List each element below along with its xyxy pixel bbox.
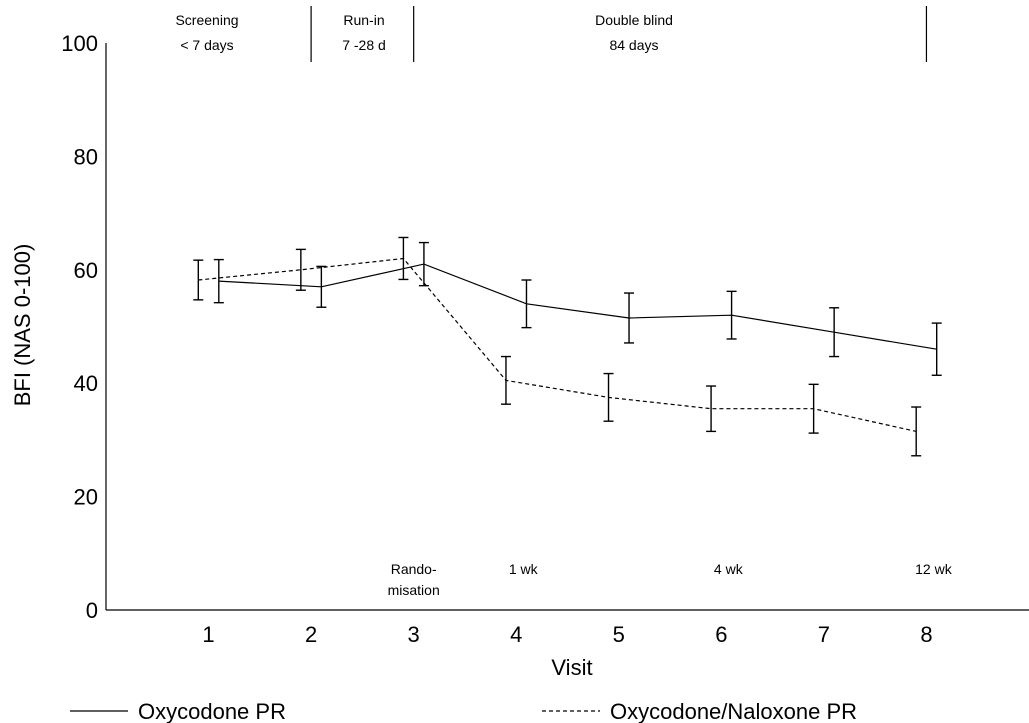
- error-bar: [931, 322, 942, 376]
- phase-duration: 84 days: [609, 37, 658, 53]
- y-tick-label: 0: [86, 598, 98, 623]
- visit-note: Rando-: [391, 561, 437, 577]
- legend: Oxycodone PR Oxycodone/Naloxone PR: [70, 699, 857, 723]
- error-bar: [808, 383, 819, 434]
- visit-note: 1 wk: [509, 561, 539, 577]
- x-axis-label: Visit: [551, 655, 592, 680]
- phase-label: Screening: [175, 12, 238, 28]
- phase-annotations: Screening < 7 days Run-in 7 -28 d Double bli…: [175, 6, 928, 62]
- y-tick-label: 60: [74, 258, 98, 283]
- error-bar: [398, 236, 409, 281]
- error-bar: [624, 292, 635, 344]
- x-tick-label: 5: [613, 622, 625, 647]
- x-tick-label: 7: [818, 622, 830, 647]
- phase-label: Run-in: [343, 12, 384, 28]
- error-bar: [193, 259, 204, 301]
- visit-note-line2: misation: [388, 582, 440, 598]
- phase-duration: < 7 days: [180, 37, 233, 53]
- error-bar: [829, 307, 840, 358]
- error-bar: [418, 241, 429, 287]
- x-tick-label: 3: [408, 622, 420, 647]
- error-bar: [316, 265, 327, 308]
- visit-note: 4 wk: [714, 561, 744, 577]
- y-tick-label: 80: [74, 144, 98, 169]
- series-line-oxycodone-naloxone: [198, 257, 917, 432]
- visit-note: 12 wk: [915, 561, 953, 577]
- chart-axes: BFI (NAS 0-100) Visit: [10, 43, 1029, 680]
- y-tick-label: 40: [74, 371, 98, 396]
- series-line-oxycodone: [218, 263, 937, 350]
- y-axis-label: BFI (NAS 0-100): [10, 244, 35, 407]
- legend-label-oxycodone-naloxone: Oxycodone/Naloxone PR: [610, 699, 857, 723]
- error-bar: [213, 258, 224, 304]
- phase-duration: 7 -28 d: [342, 37, 386, 53]
- error-bar: [521, 279, 532, 329]
- phase-label: Double blind: [595, 12, 673, 28]
- series-lines: [193, 236, 942, 457]
- error-bar: [500, 355, 511, 405]
- x-tick-label: 1: [202, 622, 214, 647]
- x-tick-label: 4: [510, 622, 522, 647]
- y-tick-label: 100: [61, 31, 98, 56]
- error-bar: [911, 406, 922, 457]
- error-bar: [706, 385, 717, 433]
- error-bar: [295, 248, 306, 291]
- x-tick-label: 6: [715, 622, 727, 647]
- x-tick-label: 8: [920, 622, 932, 647]
- y-tick-label: 20: [74, 485, 98, 510]
- x-tick-labels: 1 2 3 4 5 6 7 8: [202, 622, 932, 647]
- error-bar: [603, 372, 614, 422]
- error-bar: [726, 290, 737, 340]
- y-tick-labels: 0 20 40 60 80 100: [61, 31, 98, 623]
- legend-label-oxycodone: Oxycodone PR: [138, 699, 286, 723]
- visit-notes: Rando-misation 1 wk 4 wk 12 wk: [388, 561, 953, 598]
- x-tick-label: 2: [305, 622, 317, 647]
